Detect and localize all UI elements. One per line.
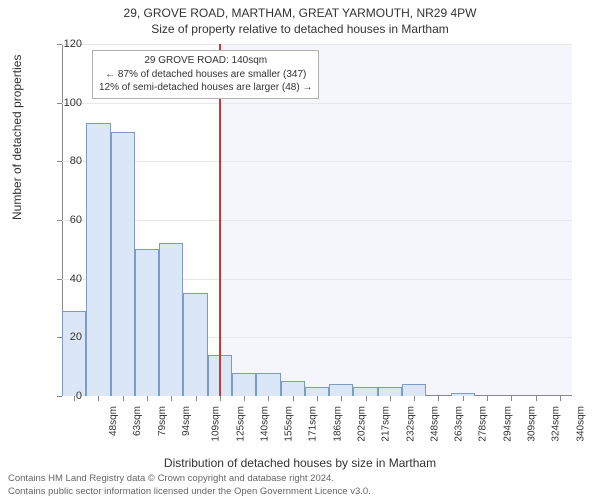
gridline <box>62 44 572 45</box>
x-tick-label: 340sqm <box>575 406 586 442</box>
gridline <box>62 103 572 104</box>
x-tick-label: 248sqm <box>429 406 440 442</box>
x-tick-label: 109sqm <box>211 406 222 442</box>
x-tick-mark <box>98 396 99 401</box>
histogram-bar <box>62 311 86 396</box>
histogram-bar <box>232 373 256 396</box>
x-tick-label: 140sqm <box>259 406 270 442</box>
x-tick-label: 202sqm <box>357 406 368 442</box>
x-tick-mark <box>511 396 512 401</box>
y-axis-label: Number of detached properties <box>10 55 24 220</box>
histogram-bar <box>402 384 426 396</box>
title-block: 29, GROVE ROAD, MARTHAM, GREAT YARMOUTH,… <box>0 0 600 36</box>
gridline <box>62 161 572 162</box>
x-tick-mark <box>536 396 537 401</box>
y-tick-label: 20 <box>48 331 82 343</box>
annotation-box: 29 GROVE ROAD: 140sqm ← 87% of detached … <box>92 50 319 99</box>
y-tick-label: 120 <box>48 38 82 50</box>
y-tick-label: 0 <box>48 390 82 402</box>
x-tick-label: 48sqm <box>108 406 119 436</box>
x-tick-mark <box>244 396 245 401</box>
y-tick-label: 80 <box>48 155 82 167</box>
histogram-bar <box>353 387 377 396</box>
x-tick-mark <box>414 396 415 401</box>
footer-line1: Contains HM Land Registry data © Crown c… <box>8 473 592 485</box>
x-tick-mark <box>390 396 391 401</box>
histogram-bar <box>329 384 353 396</box>
x-tick-mark <box>560 396 561 401</box>
x-tick-label: 94sqm <box>181 406 192 436</box>
x-tick-label: 171sqm <box>308 406 319 442</box>
x-tick-label: 232sqm <box>405 406 416 442</box>
histogram-bar <box>281 381 305 396</box>
y-tick-label: 60 <box>48 214 82 226</box>
x-tick-label: 63sqm <box>132 406 143 436</box>
histogram-bar <box>378 387 402 396</box>
x-axis-label: Distribution of detached houses by size … <box>0 456 600 470</box>
annotation-line1: 29 GROVE ROAD: 140sqm <box>99 54 312 68</box>
x-tick-label: 217sqm <box>381 406 392 442</box>
chart-area: 29 GROVE ROAD: 140sqm ← 87% of detached … <box>62 44 572 396</box>
x-tick-label: 125sqm <box>235 406 246 442</box>
x-tick-label: 278sqm <box>478 406 489 442</box>
x-tick-label: 309sqm <box>527 406 538 442</box>
x-tick-label: 263sqm <box>454 406 465 442</box>
histogram-bar <box>183 293 207 396</box>
annotation-line3: 12% of semi-detached houses are larger (… <box>99 81 312 95</box>
y-tick-label: 100 <box>48 97 82 109</box>
x-tick-mark <box>268 396 269 401</box>
histogram-bar <box>86 123 110 396</box>
footer-line2: Contains public sector information licen… <box>8 486 592 498</box>
x-tick-label: 155sqm <box>284 406 295 442</box>
title-address: 29, GROVE ROAD, MARTHAM, GREAT YARMOUTH,… <box>0 6 600 20</box>
x-tick-mark <box>341 396 342 401</box>
x-tick-mark <box>366 396 367 401</box>
histogram-bar <box>111 132 135 396</box>
x-tick-mark <box>317 396 318 401</box>
footer: Contains HM Land Registry data © Crown c… <box>8 473 592 498</box>
x-tick-label: 324sqm <box>551 406 562 442</box>
x-tick-mark <box>123 396 124 401</box>
x-tick-mark <box>147 396 148 401</box>
x-tick-mark <box>463 396 464 401</box>
x-tick-mark <box>438 396 439 401</box>
x-tick-mark <box>196 396 197 401</box>
y-tick-label: 40 <box>48 273 82 285</box>
histogram-bar <box>135 249 159 396</box>
x-tick-mark <box>171 396 172 401</box>
histogram-bar <box>256 373 280 396</box>
x-tick-label: 294sqm <box>502 406 513 442</box>
annotation-line2: ← 87% of detached houses are smaller (34… <box>99 68 312 82</box>
x-tick-label: 79sqm <box>157 406 168 436</box>
title-subtitle: Size of property relative to detached ho… <box>0 22 600 36</box>
gridline <box>62 220 572 221</box>
histogram-bar <box>159 243 183 396</box>
x-tick-mark <box>487 396 488 401</box>
x-tick-mark <box>220 396 221 401</box>
histogram-bar <box>305 387 329 396</box>
x-tick-label: 186sqm <box>332 406 343 442</box>
x-tick-mark <box>293 396 294 401</box>
